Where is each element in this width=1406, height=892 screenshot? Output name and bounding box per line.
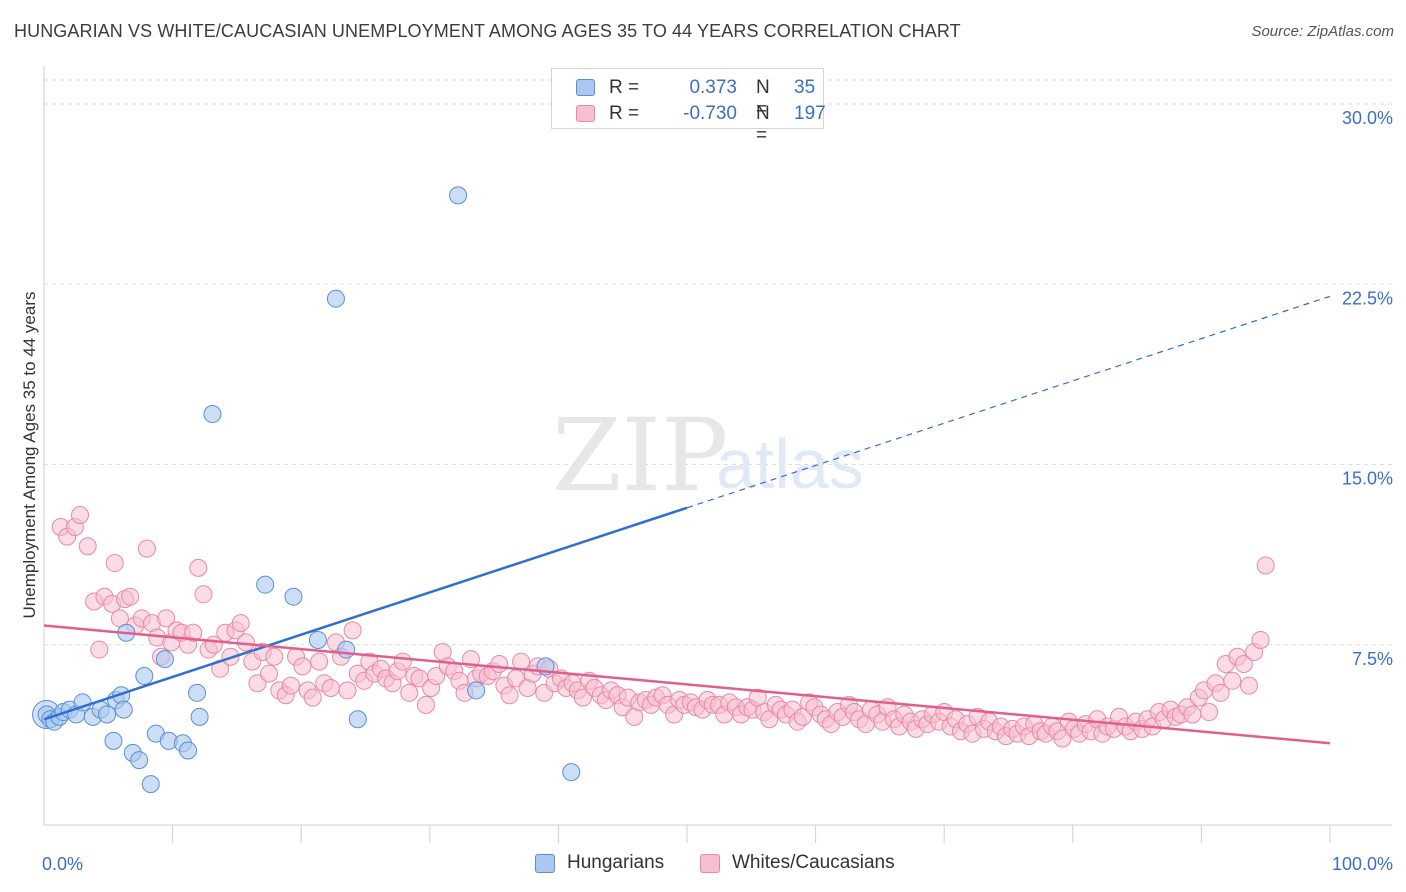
hungarian-point	[256, 575, 275, 594]
white-point	[393, 652, 412, 671]
y-tick-label: 7.5%	[1352, 649, 1393, 669]
hungarian-point	[562, 763, 581, 782]
hungarian-point	[337, 640, 356, 659]
legend-n-label: N =	[756, 103, 770, 146]
whites-points	[51, 505, 1275, 748]
white-point	[338, 681, 357, 700]
legend-swatch-whites	[700, 854, 720, 873]
white-point	[321, 679, 340, 698]
chart-title: HUNGARIAN VS WHITE/CAUCASIAN UNEMPLOYMEN…	[14, 21, 961, 41]
legend-swatch-blue	[576, 79, 595, 96]
legend-n-value: 35	[794, 77, 816, 98]
white-point	[231, 614, 250, 633]
legend-n-value: 197	[794, 103, 826, 124]
white-point	[281, 676, 300, 695]
hungarian-point	[114, 700, 133, 719]
white-point	[310, 652, 329, 671]
y-tick-labels: 7.5% 15.0% 22.5% 30.0%	[1342, 108, 1393, 669]
legend-swatch-hungarians	[535, 854, 555, 873]
white-point	[71, 505, 90, 524]
white-point	[343, 621, 362, 640]
legend-n-label: N =	[756, 77, 770, 120]
hungarian-point	[104, 731, 123, 750]
legend-label-hungarians: Hungarians	[567, 852, 665, 873]
source-credit: Source: ZipAtlas.com	[1251, 23, 1394, 40]
hungarian-point	[284, 587, 303, 606]
hungarian-point	[130, 751, 149, 770]
watermark-atlas: atlas	[716, 425, 864, 503]
white-point	[1183, 705, 1202, 724]
white-point	[194, 585, 213, 604]
white-point	[1200, 703, 1219, 722]
white-point	[157, 609, 176, 628]
y-tick-label: 22.5%	[1342, 288, 1393, 308]
white-point	[90, 640, 109, 659]
x-tick-label-right: 100.0%	[1332, 854, 1393, 874]
hungarian-point	[135, 667, 154, 685]
hungarian-point	[449, 186, 468, 205]
hungarian-point	[326, 289, 345, 308]
x-tick-labels: 0.0% 100.0%	[42, 854, 1393, 874]
hungarian-point	[141, 775, 160, 794]
hungarians-points	[32, 186, 581, 794]
watermark: ZIP atlas	[552, 397, 864, 514]
white-point	[500, 686, 519, 705]
white-point	[490, 654, 509, 673]
white-point	[260, 664, 279, 683]
white-point	[416, 695, 435, 714]
white-point	[1251, 630, 1270, 649]
y-tick-label: 15.0%	[1342, 469, 1393, 489]
white-point	[400, 683, 419, 702]
hungarians-trend-line	[43, 506, 688, 721]
hungarian-point	[179, 741, 198, 760]
x-tick-label-left: 0.0%	[42, 854, 83, 874]
legend-swatch-pink	[576, 105, 595, 122]
hungarian-point	[348, 710, 367, 729]
hungarian-point	[98, 705, 117, 724]
legend-r-label: R =	[609, 103, 640, 124]
white-point	[1239, 676, 1258, 695]
axes	[43, 66, 1392, 843]
white-point	[248, 674, 267, 693]
hungarian-point	[467, 681, 486, 700]
white-point	[1211, 683, 1230, 702]
white-point	[105, 554, 124, 573]
white-point	[303, 688, 322, 707]
white-point	[78, 537, 97, 556]
y-tick-label: 30.0%	[1342, 108, 1393, 128]
white-point	[265, 647, 284, 666]
gridlines	[44, 79, 1392, 646]
watermark-zip: ZIP	[552, 397, 728, 514]
white-point	[121, 587, 140, 606]
legend-r-label: R =	[609, 77, 640, 98]
white-point	[1234, 654, 1253, 673]
hungarian-point	[203, 405, 222, 424]
hungarian-point	[190, 707, 209, 726]
white-point	[573, 688, 592, 707]
white-point	[1053, 729, 1072, 748]
white-point	[189, 558, 208, 577]
hungarian-point	[188, 683, 207, 702]
white-point	[1256, 556, 1275, 575]
white-point	[137, 539, 156, 558]
white-point	[427, 667, 446, 685]
legend-label-whites: Whites/Caucasians	[732, 852, 895, 873]
whites-trend-line	[43, 624, 1331, 745]
legend-r-value: 0.373	[689, 77, 737, 98]
correlation-legend: R = 0.373 N = 35 R = -0.730 N = 197	[551, 68, 826, 146]
legend-r-value: -0.730	[683, 103, 737, 124]
trend-lines	[43, 295, 1331, 745]
white-point	[1223, 671, 1242, 690]
hungarians-trend-extension	[686, 295, 1331, 509]
white-point	[293, 657, 312, 676]
hungarian-point	[308, 630, 327, 649]
hungarian-point	[155, 650, 174, 669]
white-point	[184, 623, 203, 642]
